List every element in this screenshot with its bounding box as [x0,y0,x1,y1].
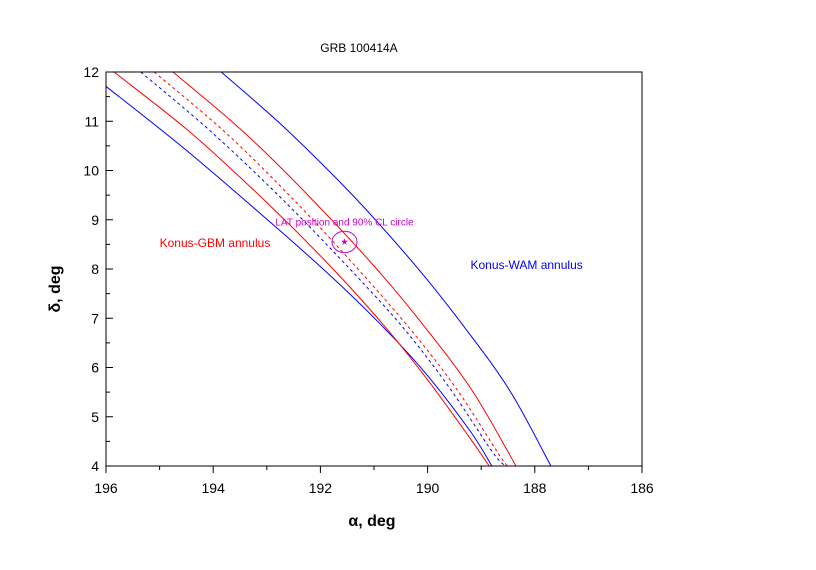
series-konus-wam-annulus-inner-0 [106,85,493,466]
series-center-line-central-5 [153,72,509,466]
y-tick-label: 8 [91,261,99,277]
annotation-konus-wam: Konus-WAM annulus [470,258,582,272]
y-tick-label: 4 [91,458,99,474]
y-tick-label: 5 [91,409,99,425]
x-axis-label: α, deg [348,513,395,530]
annotation-konus-gbm: Konus-GBM annulus [160,236,271,250]
series-center-line-central-4 [140,72,506,466]
y-tick-label: 10 [83,163,99,179]
y-axis-label: δ, deg [47,265,64,312]
lat-marker [331,230,358,254]
y-tick-label: 6 [91,360,99,376]
x-tick-label: 190 [416,480,440,496]
series-konus-wam-annulus-outer-1 [220,72,552,466]
chart-title: GRB 100414A [320,41,397,55]
x-tick-label: 194 [202,480,226,496]
x-tick-label: 196 [94,480,118,496]
y-tick-label: 9 [91,212,99,228]
x-tick-label: 188 [523,480,547,496]
annotation-lat-position: LAT position and 90% CL circle [275,218,414,229]
series-konus-gbm-annulus-inner-2 [113,72,490,466]
lat-position-star [341,238,348,245]
annotations: LAT position and 90% CL circle Konus-GBM … [160,218,583,272]
plot-lines [106,72,552,466]
x-tick-label: 192 [309,480,333,496]
series-konus-gbm-annulus-outer-3 [172,72,517,466]
lat-error-circle [331,230,358,254]
y-tick-label: 7 [91,310,99,326]
x-axis: 196 194 192 190 188 186 [94,466,654,496]
x-tick-label: 186 [630,480,654,496]
y-tick-label: 11 [84,113,99,129]
y-axis: 4 5 6 7 8 9 10 11 12 [83,64,113,474]
y-tick-label: 12 [83,64,99,80]
